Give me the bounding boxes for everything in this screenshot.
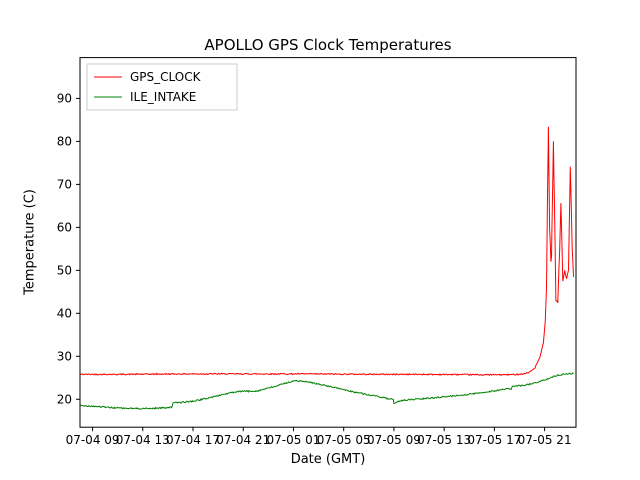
x-tick-label: 07-05 17 <box>467 433 521 447</box>
legend-label: ILE_INTAKE <box>130 90 196 104</box>
series-line-gps_clock <box>80 126 574 377</box>
y-tick-label: 70 <box>57 177 72 191</box>
series-line-ile_intake <box>80 372 574 410</box>
x-tick-label: 07-05 01 <box>266 433 320 447</box>
axes-box <box>79 57 577 428</box>
y-tick-label: 30 <box>57 349 72 363</box>
x-tick-label: 07-05 05 <box>317 433 371 447</box>
legend-label: GPS_CLOCK <box>130 70 202 84</box>
y-tick-label: 60 <box>57 220 72 234</box>
y-tick-label: 80 <box>57 134 72 148</box>
x-tick-label: 07-04 09 <box>66 433 120 447</box>
x-tick-label: 07-04 13 <box>116 433 170 447</box>
y-tick-label: 90 <box>57 91 72 105</box>
x-axis-label: Date (GMT) <box>290 452 366 467</box>
x-tick-label: 07-05 09 <box>367 433 421 447</box>
x-tick-label: 07-05 21 <box>518 433 572 447</box>
y-tick-label: 40 <box>57 306 72 320</box>
x-tick-label: 07-05 13 <box>417 433 471 447</box>
y-tick-label: 50 <box>57 263 72 277</box>
legend-box <box>86 63 238 111</box>
chart-title: APOLLO GPS Clock Temperatures <box>204 36 452 54</box>
x-tick-label: 07-04 17 <box>166 433 220 447</box>
y-tick-label: 20 <box>57 392 72 406</box>
x-tick-label: 07-04 21 <box>216 433 270 447</box>
